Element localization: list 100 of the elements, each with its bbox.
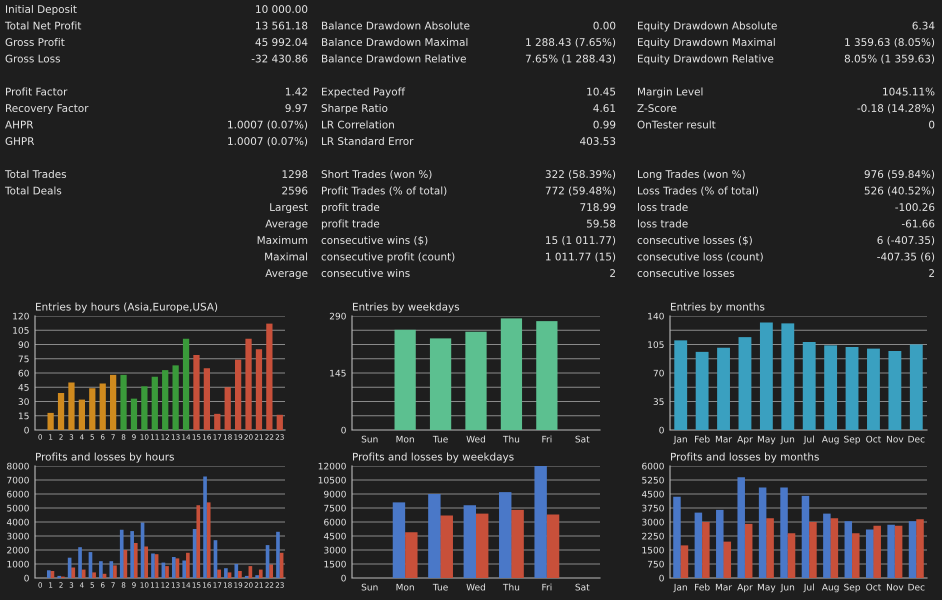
x-tick-label: Thu	[502, 436, 520, 443]
x-tick-label: Mon	[396, 436, 414, 443]
bar	[100, 383, 106, 430]
y-tick-label: 0	[341, 574, 346, 582]
bar	[235, 360, 242, 430]
x-tick-label: Mar	[716, 436, 732, 443]
bar	[738, 337, 752, 430]
bar	[744, 524, 752, 578]
bar	[405, 532, 418, 578]
bar	[89, 388, 96, 430]
x-tick-label: Feb	[695, 436, 710, 443]
x-tick-label: Dec	[908, 584, 924, 591]
text: 1.0007 (0.07%)	[228, 136, 308, 146]
text: Loss Trades (% of total)	[638, 186, 758, 196]
bar	[71, 568, 76, 578]
y-tick-label: 105	[13, 326, 29, 334]
y-tick-label: 0	[659, 426, 664, 434]
text: 2	[610, 269, 615, 277]
bar	[781, 323, 794, 430]
bar	[58, 392, 64, 430]
y-tick-label: 0	[341, 426, 346, 434]
text: Equity Drawdown Absolute	[638, 21, 777, 32]
bar	[196, 505, 200, 578]
bar	[78, 547, 82, 578]
text: -0.18 (14.28%)	[857, 104, 934, 114]
y-tick-label: 5000	[7, 504, 29, 512]
y-tick-label: 7000	[7, 476, 29, 484]
bar	[124, 550, 128, 578]
text: Balance Drawdown Absolute	[322, 21, 470, 30]
text: Gross Profit	[6, 38, 65, 46]
y-tick-label: 140	[648, 312, 664, 320]
bar	[214, 540, 218, 578]
bar	[245, 338, 252, 430]
bar	[269, 564, 274, 578]
text: Recovery Factor	[6, 104, 88, 114]
x-tick-label: Dec	[908, 436, 924, 443]
bar	[140, 522, 144, 578]
text: -32 430.86	[252, 54, 308, 63]
text: 6 (-407.35)	[877, 236, 934, 246]
bar	[758, 487, 766, 578]
x-tick-label: Tue	[432, 436, 448, 443]
text: Equity Drawdown Maximal	[638, 38, 775, 48]
text: Profit Trades (% of total)	[322, 186, 446, 196]
y-tick-label: 0	[24, 426, 29, 434]
bar	[217, 570, 221, 578]
text: Margin Level	[638, 87, 702, 98]
bar	[392, 502, 406, 578]
text: 10 000.00	[256, 5, 308, 14]
y-tick-label: 15	[18, 412, 29, 420]
bar	[256, 349, 262, 430]
x-tick-label: Wed	[466, 436, 486, 443]
bar	[511, 510, 524, 578]
bar	[234, 564, 238, 578]
y-tick-label: 4000	[6, 518, 29, 526]
bar	[873, 526, 881, 578]
bar	[916, 519, 924, 578]
text: 0.99	[593, 120, 616, 129]
x-tick-label: Thu	[502, 584, 520, 591]
text: consecutive wins	[322, 268, 410, 278]
bar	[266, 545, 270, 578]
chart-title: Profits and losses by months	[671, 452, 819, 463]
x-tick-label: Jul	[803, 584, 814, 592]
bar	[152, 376, 158, 430]
bar	[165, 566, 169, 578]
bar	[546, 514, 560, 578]
bar	[440, 515, 453, 578]
bar	[276, 532, 280, 578]
y-tick-label: 6000	[324, 518, 346, 526]
x-tick-label: Sun	[362, 436, 378, 443]
text: 59.58	[586, 220, 616, 228]
bar	[852, 533, 860, 578]
y-tick-label: 145	[330, 370, 346, 377]
x-tick-label: Sep	[844, 436, 860, 444]
y-tick-label: 12000	[318, 462, 346, 470]
chart-title: Entries by weekdays	[353, 302, 460, 313]
bar	[182, 338, 190, 430]
y-tick-label: 2250	[642, 532, 664, 540]
y-tick-label: 6000	[642, 462, 664, 470]
bar	[99, 561, 103, 578]
bar	[394, 330, 416, 430]
y-tick-label: 750	[648, 560, 664, 568]
x-tick-label: Sat	[575, 436, 590, 443]
y-tick-label: 7500	[324, 504, 346, 512]
bar	[238, 571, 242, 578]
text: Expected Payoff	[322, 87, 406, 98]
bar	[193, 354, 200, 430]
y-tick-label: 35	[654, 398, 664, 406]
bar	[846, 346, 858, 430]
text: 1298	[282, 170, 308, 178]
bar	[68, 382, 75, 430]
y-tick-label: 90	[18, 341, 29, 348]
bar	[680, 545, 688, 578]
text: consecutive wins ($)	[322, 236, 428, 246]
y-tick-label: 10500	[318, 476, 346, 484]
text: 772 (59.48%)	[546, 186, 616, 196]
bar	[716, 510, 724, 578]
y-tick-label: 1500	[324, 560, 346, 568]
x-tick-label: Aug	[822, 436, 839, 444]
x-tick-label: Oct	[866, 584, 882, 591]
bar	[465, 332, 487, 430]
